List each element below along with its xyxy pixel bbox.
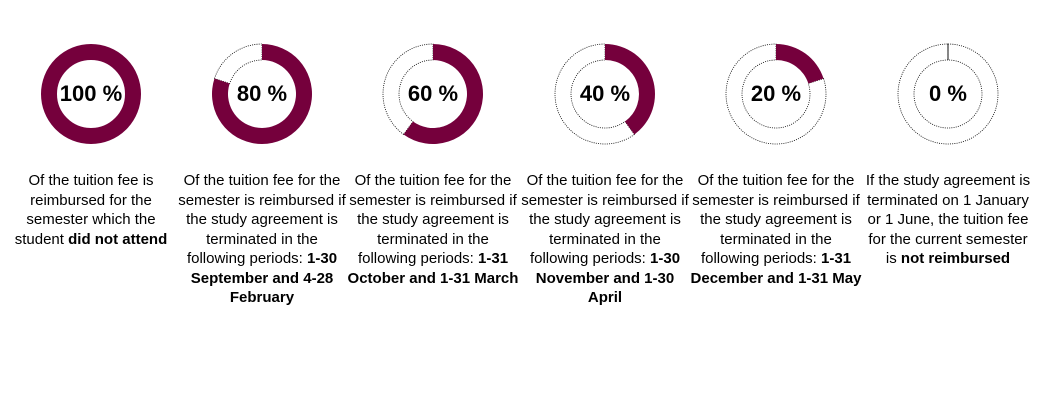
caption-bold: 1-30 November and 1-30 April: [535, 250, 681, 306]
caption: Of the tuition fee for the semester is r…: [690, 171, 862, 288]
percent-label: 80 %: [236, 81, 288, 106]
percent-label: 40 %: [579, 81, 631, 106]
caption: Of the tuition fee for the semester is r…: [347, 171, 519, 288]
filled-segment: [776, 44, 824, 84]
donut-ring: 40 %: [554, 43, 655, 145]
donut-ring: 0 %: [897, 43, 999, 145]
filled-segment: [403, 44, 483, 144]
donut-svg: [897, 43, 999, 145]
caption: Of the tuition fee is reimbursed for the…: [5, 171, 177, 249]
filled-segment: [41, 44, 141, 144]
percent-label: 0 %: [929, 81, 967, 106]
empty-segment: [213, 43, 263, 84]
caption-bold: 1-30 September and 4-28 February: [190, 250, 338, 306]
caption-bold: 1-31 December and 1-31 May: [690, 250, 862, 287]
caption: If the study agreement is terminated on …: [862, 171, 1034, 269]
empty-segment: [554, 43, 635, 145]
percent-label: 100 %: [59, 81, 123, 106]
caption: Of the tuition fee for the semester is r…: [176, 171, 348, 308]
percent-label: 60 %: [407, 81, 459, 106]
caption-bold: did not attend: [68, 230, 168, 248]
donut-ring: 80 %: [212, 43, 312, 144]
donut-svg: [554, 43, 655, 145]
donut-ring: 60 %: [382, 43, 483, 144]
caption-text: Of the tuition fee for the semester is r…: [349, 172, 517, 267]
caption-bold: not reimbursed: [900, 250, 1011, 267]
donut-svg: [725, 43, 827, 145]
percent-label: 20 %: [750, 81, 802, 106]
empty-segment: [382, 43, 434, 136]
caption: Of the tuition fee for the semester is r…: [519, 171, 691, 308]
donut-svg: [41, 44, 141, 144]
donut-ring: 20 %: [725, 43, 827, 145]
caption-bold: 1-31 October and 1-31 March: [347, 250, 519, 287]
donut-ring: 100 %: [41, 44, 141, 144]
caption-text: Of the tuition fee is reimbursed for the…: [14, 172, 156, 248]
filled-segment: [212, 44, 312, 144]
donut-svg: [382, 43, 483, 144]
empty-segment: [725, 43, 827, 145]
caption-text: If the study agreement is terminated on …: [865, 172, 1031, 267]
caption-text: Of the tuition fee for the semester is r…: [178, 172, 346, 267]
empty-segment: [897, 43, 999, 145]
caption-text: Of the tuition fee for the semester is r…: [692, 172, 860, 267]
donut-svg: [212, 43, 312, 144]
filled-segment: [605, 44, 655, 135]
caption-text: Of the tuition fee for the semester is r…: [521, 172, 689, 267]
